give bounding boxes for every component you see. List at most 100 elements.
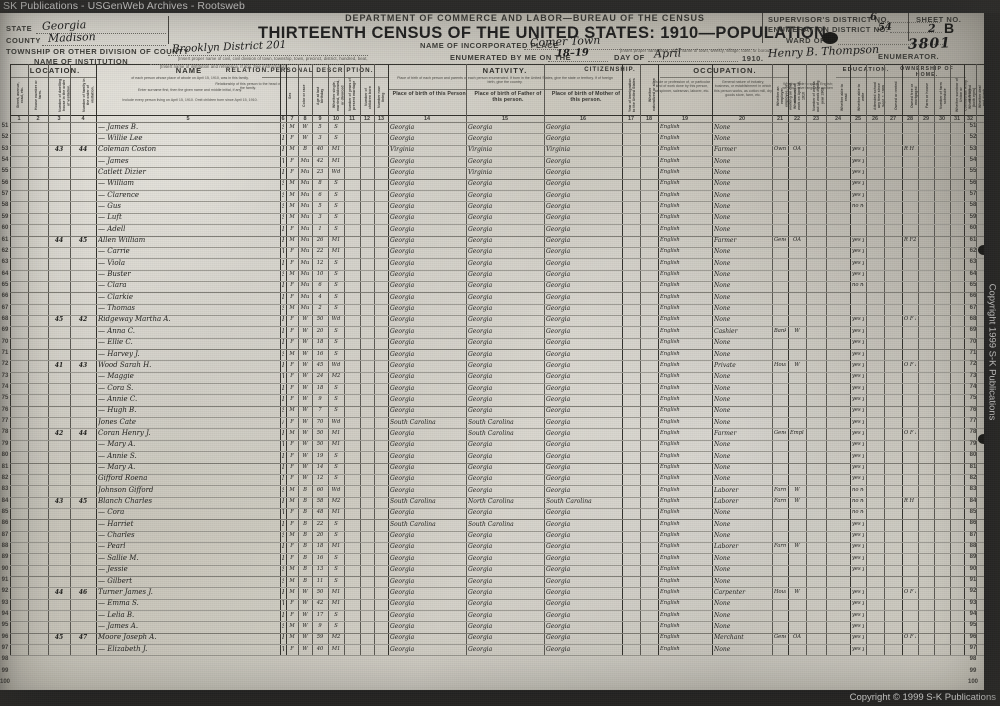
- cell-name: — Harvey J.: [98, 349, 140, 358]
- row-number-left: 79: [1, 440, 9, 447]
- grid-vline: [902, 64, 903, 656]
- cell-color: W: [302, 384, 308, 391]
- cell-birthplace-mother: Georgia: [546, 123, 571, 131]
- cell-color: Mu: [300, 202, 310, 209]
- cell-birthplace-father: Georgia: [468, 237, 493, 244]
- column-number: 4: [81, 116, 85, 122]
- grid-hline: [10, 326, 984, 328]
- cell-education: yes yes: [852, 384, 864, 391]
- grid-hline: [10, 519, 984, 521]
- cell-family-number: 43: [78, 361, 88, 369]
- grid-hline: [10, 144, 984, 146]
- grid-hline: [10, 235, 984, 237]
- cell-birthplace-father: Georgia: [468, 123, 493, 131]
- cell-marital-status: Wd: [331, 316, 341, 323]
- cell-sex: M: [289, 271, 295, 278]
- cell-sex: F: [290, 157, 294, 164]
- row-number-right: 99: [969, 667, 977, 674]
- cell-birthplace-father: Georgia: [468, 316, 493, 324]
- grid-hline: [10, 64, 984, 65]
- cell-occupation: None: [714, 600, 731, 608]
- cell-birthplace-mother: Georgia: [546, 191, 571, 199]
- cell-sex: F: [290, 395, 294, 402]
- cell-occupation: Farmer: [714, 146, 737, 154]
- cell-birthplace-person: Georgia: [390, 464, 415, 471]
- cell-age: 2: [318, 305, 322, 312]
- cell-education: yes yes no: [852, 146, 864, 153]
- row-number-right: 78: [969, 429, 977, 436]
- cell-birthplace-father: South Carolina: [468, 429, 514, 437]
- month-rule: [648, 61, 738, 62]
- cell-occupation: Cashier: [714, 327, 738, 335]
- grid-hline: [10, 655, 984, 657]
- cell-education: yes yes: [852, 361, 864, 368]
- cell-birthplace-father: Georgia: [468, 202, 493, 210]
- cell-industry: General Merchandise: [774, 634, 786, 641]
- grid-vline: [712, 64, 713, 656]
- incorporated-value: Comer Town: [529, 33, 601, 50]
- cell-industry: Bank: [774, 327, 786, 334]
- cell-sex: F: [290, 293, 294, 300]
- grid-hline: [10, 371, 984, 373]
- table-row: 45 47 Moore Joseph A. Head MW 59 M2 Georgia Geor…: [0, 633, 984, 644]
- column-number: 11: [349, 116, 355, 122]
- cell-family-number: 46: [78, 588, 88, 596]
- cell-birthplace-person: Georgia: [390, 259, 415, 267]
- cell-language: English: [660, 418, 680, 425]
- cell-marital-status: S: [334, 191, 338, 198]
- row-number-right: 66: [969, 293, 977, 300]
- cell-birthplace-father: Georgia: [468, 577, 493, 585]
- cell-family-number: 45: [78, 237, 88, 244]
- column-number: 14: [423, 116, 431, 122]
- row-number-right: 92: [969, 588, 977, 595]
- table-row: 43 44 Coleman Coston Head M B 40 M1 Virginia Virg…: [0, 145, 984, 156]
- row-number-left: 52: [1, 134, 9, 141]
- cell-sex: F: [290, 134, 294, 141]
- cell-education: yes yes: [852, 520, 864, 527]
- cell-birthplace-mother: Georgia: [546, 237, 571, 244]
- cell-birthplace-mother: Georgia: [546, 554, 571, 562]
- cell-sex: F: [290, 282, 294, 289]
- cell-birthplace-mother: Georgia: [546, 225, 571, 233]
- row-number-right: 97: [969, 645, 977, 652]
- cell-birthplace-person: Georgia: [390, 202, 415, 210]
- cell-relation: Head: [282, 235, 284, 246]
- row-number-right: 100: [967, 679, 978, 686]
- cell-birthplace-father: Georgia: [468, 225, 493, 233]
- cell-marital-status: S: [334, 407, 338, 414]
- table-row: 44 45 Allen William Head M Mu 26 M1 Georgia Georg…: [0, 236, 984, 247]
- cell-sex: F: [290, 611, 294, 618]
- cell-education: yes yes: [852, 168, 864, 175]
- cell-education: yes yes: [852, 554, 864, 561]
- row-number-right: 57: [969, 191, 977, 198]
- cell-birthplace-father: Georgia: [468, 645, 493, 653]
- cell-age: 20: [316, 532, 324, 539]
- cell-birthplace-person: Georgia: [390, 305, 415, 313]
- cell-age: 18: [316, 543, 324, 550]
- table-row: — Annie S. Daughter F W 19 S Georgia Georgia Geo…: [0, 451, 984, 462]
- cell-color: Mu: [300, 237, 310, 243]
- cell-name: Allen William: [98, 236, 146, 244]
- cell-sex: F: [290, 554, 294, 561]
- row-number-left: 76: [1, 406, 9, 413]
- cell-education: yes yes: [852, 464, 864, 470]
- cell-name: — Mary A.: [98, 463, 136, 471]
- cell-birthplace-father: Georgia: [468, 475, 493, 483]
- grid-hline: [10, 314, 984, 316]
- cell-education: no no no: [852, 282, 864, 289]
- cell-occupation: None: [714, 532, 731, 540]
- cell-age: 1: [318, 225, 322, 232]
- cell-birthplace-father: Georgia: [468, 282, 493, 290]
- table-row: — Clarkie Daughter F Mu 4 S Georgia Georgia Geor…: [0, 292, 984, 303]
- cell-name: — Cora S.: [98, 383, 134, 392]
- table-row: — Maggie Wife F W 24 M2 Georgia Georgia Georgia E…: [0, 372, 984, 383]
- cell-occupation: None: [714, 373, 731, 381]
- cell-family-number: 44: [78, 146, 88, 154]
- cell-birthplace-father: Georgia: [468, 350, 493, 358]
- cell-sex: F: [290, 543, 294, 550]
- cell-occupation: None: [714, 225, 731, 233]
- cell-employer-status: OA: [793, 146, 801, 153]
- cell-age: 70: [316, 418, 324, 425]
- column-number: 32: [966, 116, 974, 122]
- row-number-right: 72: [969, 361, 977, 368]
